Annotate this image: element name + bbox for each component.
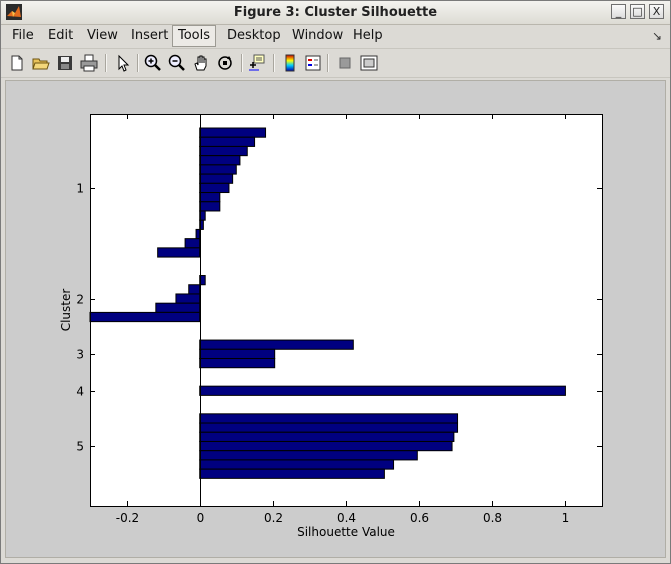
y-tick-label: 2	[76, 293, 84, 307]
legend-icon[interactable]	[303, 53, 323, 73]
data-cursor-icon[interactable]	[247, 53, 267, 73]
zoom-in-icon[interactable]	[143, 53, 163, 73]
open-folder-icon[interactable]	[31, 53, 51, 73]
toolbar-separator	[273, 54, 275, 72]
toolbar-separator	[327, 54, 329, 72]
x-tick-label: 0.4	[337, 511, 356, 525]
bar-cluster-5-1	[199, 413, 459, 424]
bar-cluster-5-3	[199, 431, 455, 442]
dock-arrow-icon[interactable]: ↘	[651, 29, 662, 43]
bar-cluster-1-6	[199, 173, 234, 184]
menu-file[interactable]: File	[12, 28, 34, 43]
bar-series	[89, 127, 566, 479]
toolbar-separator	[137, 54, 139, 72]
toolbar-separator	[241, 54, 243, 72]
bar-cluster-5-2	[199, 422, 459, 433]
bar-cluster-1-5	[199, 164, 237, 175]
zoom-out-icon[interactable]	[167, 53, 187, 73]
bar-cluster-1-3	[199, 145, 248, 157]
x-tick-label: 0.2	[264, 511, 283, 525]
menu-bar: File Edit View Insert Tools Desktop Wind…	[1, 25, 670, 47]
menu-view[interactable]: View	[87, 28, 118, 43]
close-button[interactable]: X	[649, 4, 664, 19]
maximize-button[interactable]: □	[630, 4, 645, 19]
print-icon[interactable]	[79, 53, 99, 73]
bar-cluster-4-1	[199, 385, 566, 396]
minimize-button[interactable]: _	[611, 4, 626, 19]
figure-toolbar	[1, 48, 670, 78]
bar-cluster-1-2	[199, 136, 256, 147]
bar-cluster-2-4	[155, 302, 201, 313]
x-tick-label: 0	[197, 511, 205, 525]
y-tick-label: 4	[76, 385, 84, 399]
bar-cluster-1-14	[157, 247, 201, 258]
window-title: Figure 3: Cluster Silhouette	[233, 5, 438, 20]
save-icon[interactable]	[55, 53, 75, 73]
x-tick-label: 0.6	[410, 511, 429, 525]
bar-cluster-1-8	[199, 192, 221, 203]
bar-cluster-2-5	[89, 311, 201, 323]
pan-hand-icon[interactable]	[191, 53, 211, 73]
bar-cluster-1-11	[199, 219, 204, 230]
bar-cluster-5-7	[199, 468, 385, 479]
select-arrow-icon[interactable]	[113, 53, 133, 73]
bar-cluster-1-9	[199, 201, 221, 212]
x-axis-label: Silhouette Value	[297, 525, 395, 539]
new-file-icon[interactable]	[7, 53, 27, 73]
y-axis-label: Cluster	[59, 289, 73, 332]
bar-cluster-2-3	[175, 293, 201, 304]
menu-edit[interactable]: Edit	[48, 28, 74, 43]
bar-cluster-1-1	[199, 127, 267, 138]
bar-cluster-1-4	[199, 155, 241, 166]
menu-insert[interactable]: Insert	[131, 28, 169, 43]
y-axis-ticks: 1 2 3 4 5	[76, 182, 602, 454]
y-tick-label: 5	[76, 440, 84, 454]
toolbar-separator	[105, 54, 107, 72]
y-tick-label: 1	[76, 182, 84, 196]
bar-cluster-5-6	[199, 459, 395, 470]
matlab-logo-icon	[6, 4, 22, 20]
bar-cluster-2-2	[188, 284, 201, 295]
menu-tools[interactable]: Tools	[172, 25, 217, 47]
show-plot-tools-icon[interactable]	[359, 53, 379, 73]
bar-cluster-5-4	[199, 440, 453, 452]
bar-cluster-1-13	[184, 238, 201, 249]
bar-cluster-3-2	[199, 348, 276, 359]
colorbar-icon[interactable]	[280, 53, 300, 73]
title-bar[interactable]: Figure 3: Cluster Silhouette _ □ X	[1, 1, 670, 25]
menu-help[interactable]: Help	[353, 28, 383, 43]
bar-cluster-1-7	[199, 182, 230, 194]
bar-cluster-1-12	[195, 228, 201, 240]
bar-cluster-5-5	[199, 450, 418, 461]
hide-plot-tools-icon[interactable]	[335, 53, 355, 73]
x-axis-ticks: -0.2 0 0.2 0.4 0.6 0.8 1	[116, 114, 570, 525]
rotate-3d-icon[interactable]	[215, 53, 235, 73]
x-tick-label: 0.8	[483, 511, 502, 525]
x-tick-label: -0.2	[116, 511, 139, 525]
bar-cluster-2-1	[199, 275, 206, 286]
bar-cluster-3-1	[199, 339, 354, 350]
x-tick-label: 1	[562, 511, 570, 525]
menu-window[interactable]: Window	[292, 28, 344, 43]
bar-cluster-3-3	[199, 358, 276, 369]
menu-desktop[interactable]: Desktop	[227, 28, 281, 43]
y-tick-label: 3	[76, 348, 84, 362]
